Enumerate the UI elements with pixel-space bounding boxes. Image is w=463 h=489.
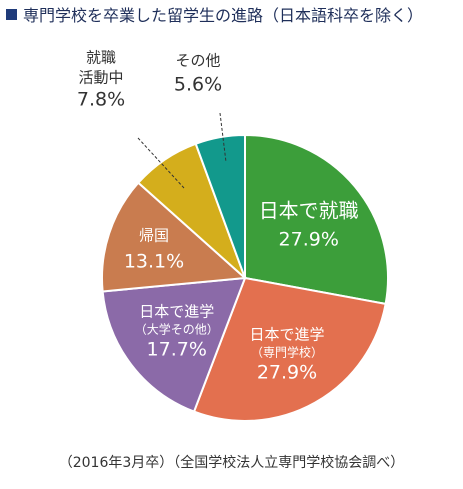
slice-label-6: その他 5.6% <box>174 52 222 96</box>
slice-name-2-line-1: 日本で進学 <box>249 325 324 343</box>
slice-label-1: 日本で就職 27.9% <box>259 198 359 250</box>
pie-slice-4 <box>101 181 248 293</box>
slice-name-4-line-1: 帰国 <box>139 227 169 245</box>
slice-name-2-line-2: （専門学校） <box>251 344 323 359</box>
pie-slice-2 <box>192 276 387 422</box>
slice-name-3-line-1: 日本で進学 <box>139 302 214 320</box>
slice-name-3-line-2: （大学その他） <box>135 321 219 336</box>
title-square-icon <box>6 9 17 20</box>
slice-name-1-line-1: 日本で就職 <box>259 198 359 222</box>
slice-value-3: 17.7% <box>147 338 207 360</box>
leader-line-5 <box>137 137 185 189</box>
slice-value-1: 27.9% <box>279 228 339 250</box>
pie-slice-3 <box>101 276 247 413</box>
chart-source: （2016年3月卒）（全国学校法人立専門学校協会調べ） <box>58 455 405 471</box>
chart-title-text: 専門学校を卒業した留学生の進路（日本語科卒を除く） <box>23 6 424 25</box>
slice-value-4: 13.1% <box>124 251 184 273</box>
slice-value-2: 27.9% <box>257 361 317 383</box>
slice-name-5-line-2: 活動中 <box>78 69 123 87</box>
pie-slice-6 <box>194 133 246 279</box>
slice-name-5-line-1: 就職 <box>86 49 116 67</box>
slice-value-6: 5.6% <box>174 74 222 96</box>
chart-title: 専門学校を卒業した留学生の進路（日本語科卒を除く） <box>6 6 423 26</box>
slice-label-2: 日本で進学（専門学校） 27.9% <box>249 325 324 383</box>
slice-label-4: 帰国 13.1% <box>124 227 184 273</box>
pie-slice-1 <box>244 133 389 306</box>
slice-name-6-line-1: その他 <box>175 52 220 70</box>
slice-label-3: 日本で進学（大学その他） 17.7% <box>135 302 219 360</box>
leader-line-6 <box>219 112 227 163</box>
slice-value-5: 7.8% <box>77 89 125 111</box>
